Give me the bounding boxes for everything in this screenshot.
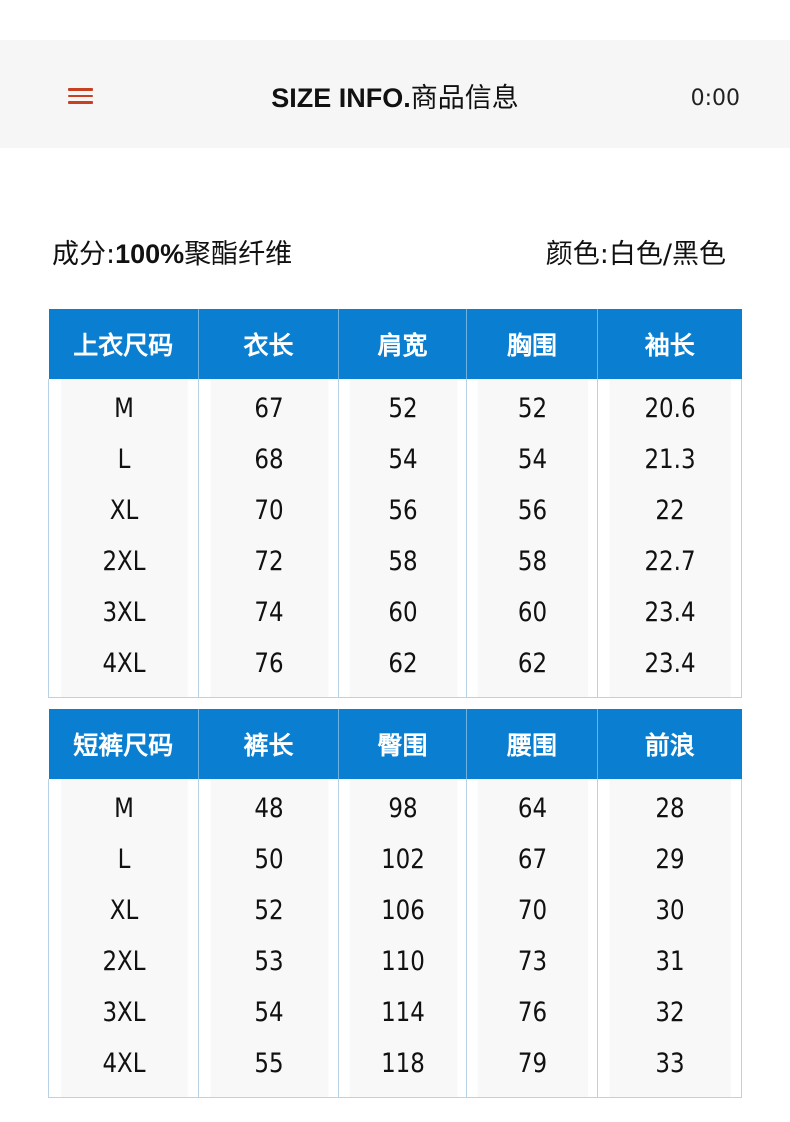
table-row: L 68 54 54 21.3 [49,434,742,485]
table-cell: 4XL [59,638,188,698]
table-header-row: 上衣尺码 衣长 肩宽 胸围 袖长 [48,309,742,379]
title-english: SIZE INFO. [271,83,411,113]
table-cell: 2XL [59,936,188,987]
table-cell: XL [59,885,188,936]
table-row: 4XL 55 118 79 33 [49,1038,742,1098]
table-row: 2XL 72 58 58 22.7 [49,536,742,587]
header-hip: 臀围 [338,709,467,779]
composition-material: 聚酯纤维 [184,239,293,270]
header-length: 衣长 [198,309,339,379]
table-cell: 4XL [59,1038,188,1098]
table-cell: 76 [208,638,329,698]
header-shoulder: 肩宽 [338,309,467,379]
table-cell: 74 [208,587,329,638]
table-cell: 21.3 [607,434,732,485]
table-row: XL 70 56 56 22 [49,485,742,536]
table-row: M 67 52 52 20.6 [49,379,742,434]
composition-label: 成分: [52,239,116,270]
table-cell: 70 [475,885,589,936]
table-cell: 62 [347,638,458,698]
table-cell: 54 [347,434,458,485]
table-cell: 3XL [59,987,188,1038]
table-cell: 23.4 [607,587,732,638]
table-cell: 56 [475,485,589,536]
color-label: 颜色: [545,239,609,270]
header-waist: 腰围 [466,709,598,779]
table-row: 4XL 76 62 62 23.4 [49,638,742,698]
table-cell: 67 [475,834,589,885]
table-cell: 28 [607,779,732,834]
header-pants-length: 裤长 [198,709,339,779]
table-row: L 50 102 67 29 [49,834,742,885]
table-cell: 20.6 [607,379,732,434]
table-cell: 52 [475,379,589,434]
table-row: 3XL 74 60 60 23.4 [49,587,742,638]
table-cell: 64 [475,779,589,834]
header-size: 上衣尺码 [48,309,199,379]
table-cell: 22.7 [607,536,732,587]
table-cell: 54 [208,987,329,1038]
table-cell: 29 [607,834,732,885]
table-cell: 32 [607,987,732,1038]
table-cell: 118 [347,1038,458,1098]
top-size-table: 上衣尺码 衣长 肩宽 胸围 袖长 M 67 52 52 20.6 L 68 54… [48,309,742,698]
table-cell: 79 [475,1038,589,1098]
composition-value: 100% [115,239,185,269]
header-sleeve: 袖长 [597,309,742,379]
table-cell: 72 [208,536,329,587]
table-cell: 55 [208,1038,329,1098]
header-size: 短裤尺码 [48,709,199,779]
header-front-rise: 前浪 [597,709,742,779]
table-row: 3XL 54 114 76 32 [49,987,742,1038]
table-cell: 22 [607,485,732,536]
header-chest: 胸围 [466,309,598,379]
title-chinese: 商品信息 [410,83,519,114]
page-title: SIZE INFO.商品信息 [0,76,790,115]
table-cell: 52 [347,379,458,434]
table-cell: 102 [347,834,458,885]
table-cell: 56 [347,485,458,536]
table-cell: 2XL [59,536,188,587]
table-cell: 53 [208,936,329,987]
table-row: 2XL 53 110 73 31 [49,936,742,987]
table-cell: 30 [607,885,732,936]
table-cell: 114 [347,987,458,1038]
top-bar: SIZE INFO.商品信息 0:00 [0,40,790,148]
table-cell: 31 [607,936,732,987]
table-cell: M [59,779,188,834]
color-info: 颜色:白色/黑色 [546,232,726,271]
table-cell: 76 [475,987,589,1038]
table-cell: 33 [607,1038,732,1098]
table-row: XL 52 106 70 30 [49,885,742,936]
table-cell: 60 [347,587,458,638]
table-cell: L [59,434,188,485]
table-cell: 3XL [59,587,188,638]
table-cell: 68 [208,434,329,485]
color-value: 白色/黑色 [608,239,726,270]
menu-icon[interactable] [68,88,93,104]
table-cell: 62 [475,638,589,698]
table-cell: M [59,379,188,434]
table-cell: 98 [347,779,458,834]
table-cell: 70 [208,485,329,536]
bottom-size-table: 短裤尺码 裤长 臀围 腰围 前浪 M 48 98 64 28 L 50 102 … [48,709,742,1098]
table-row: M 48 98 64 28 [49,779,742,834]
table-header-row: 短裤尺码 裤长 臀围 腰围 前浪 [48,709,742,779]
table-cell: L [59,834,188,885]
table-cell: 50 [208,834,329,885]
table-cell: 58 [347,536,458,587]
table-cell: 73 [475,936,589,987]
table-cell: 67 [208,379,329,434]
table-cell: 58 [475,536,589,587]
table-cell: 48 [208,779,329,834]
table-cell: 106 [347,885,458,936]
table-cell: 52 [208,885,329,936]
table-cell: XL [59,485,188,536]
table-cell: 60 [475,587,589,638]
table-cell: 54 [475,434,589,485]
table-cell: 110 [347,936,458,987]
table-cell: 23.4 [607,638,732,698]
time-display: 0:00 [690,86,740,111]
composition-info: 成分:100%聚酯纤维 [52,232,292,271]
